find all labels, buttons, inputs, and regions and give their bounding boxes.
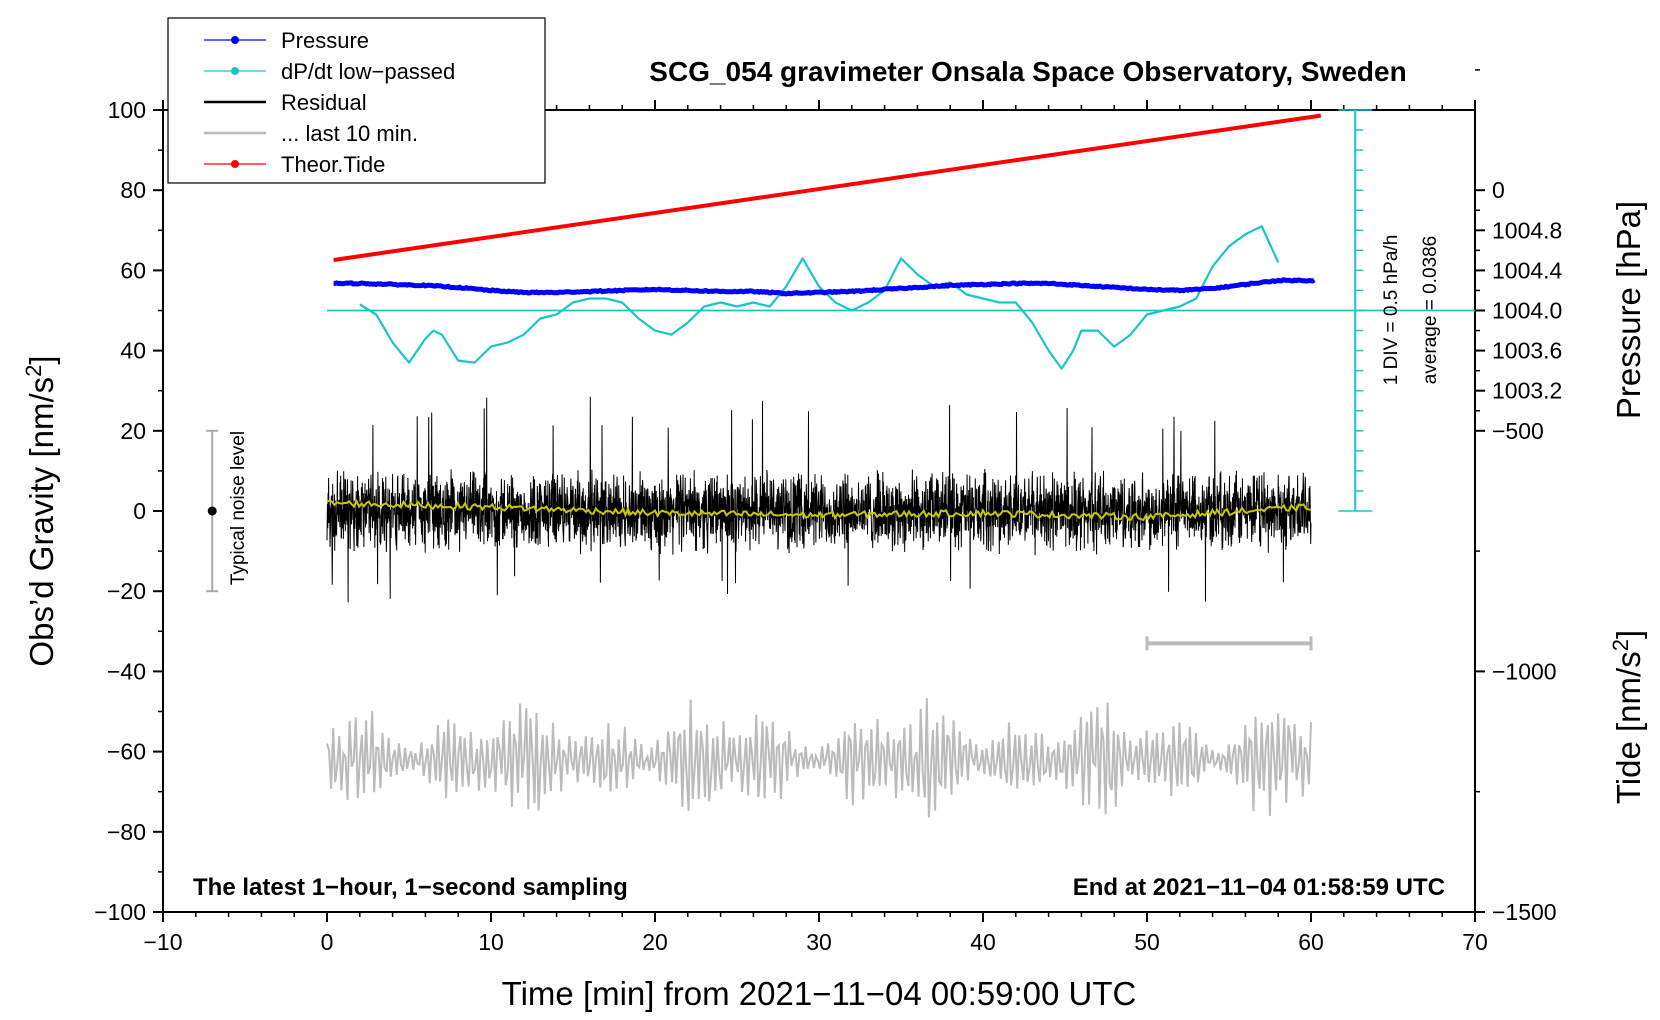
y-axis-ticks: 100 80 60 40 20 0 −20 −40 −60 −80 −100 <box>94 97 163 925</box>
legend-label: ... last 10 min. <box>281 121 418 146</box>
y-tick-label: −40 <box>107 658 146 684</box>
x-tick-label: 60 <box>1298 929 1324 955</box>
tide-tick-label: 0 <box>1492 177 1505 203</box>
y-tick-label: 60 <box>120 257 146 283</box>
noise-label: Typical noise level <box>228 431 249 585</box>
x-tick-label: 70 <box>1462 929 1488 955</box>
x-axis-label: Time [min] from 2021−11−04 00:59:00 UTC <box>502 975 1137 1012</box>
y-tick-label: 20 <box>120 418 146 444</box>
y-tick-label: −100 <box>94 899 146 925</box>
legend-swatch-dot <box>231 67 239 75</box>
sampling-note: The latest 1−hour, 1−second sampling <box>193 874 628 901</box>
legend-label: Pressure <box>281 28 369 53</box>
x-tick-label: 0 <box>321 929 334 955</box>
x-tick-label: 40 <box>970 929 996 955</box>
x-tick-label: −10 <box>143 929 182 955</box>
tide-axis-ticks: 10005000−500−1000−1500 <box>1475 69 1557 925</box>
dpdt-scale-axis <box>327 109 1475 512</box>
pressure-tick-label: 1003.2 <box>1492 378 1562 404</box>
y-tick-label: 80 <box>120 177 146 203</box>
legend-box <box>167 17 546 184</box>
x-tick-label: 30 <box>806 929 832 955</box>
x-tick-label: 20 <box>642 929 668 955</box>
tide-series-line <box>333 113 1322 262</box>
pressure-axis-ticks: 1004.8 1004.4 1004.0 1003.6 1003.2 <box>1475 209 1563 412</box>
pressure-tick-label: 1004.8 <box>1492 217 1562 243</box>
x-tick-label: 50 <box>1134 929 1160 955</box>
legend: Pressure dP/dt low−passed Residual ... last… <box>167 17 546 184</box>
y-tick-label: −80 <box>107 819 146 845</box>
pressure-series-line <box>332 277 1316 297</box>
y-tick-label: 0 <box>133 498 146 524</box>
series-layer <box>326 113 1322 818</box>
legend-swatch-dot <box>231 160 239 168</box>
y-axis-label-gravity: Obs’d Gravity [nm/s2] <box>21 355 60 666</box>
y-axis-label-pressure: Pressure [hPa] <box>1610 201 1647 419</box>
residual-smoothed-line <box>326 498 1312 522</box>
y-axis-label-tide: Tide [nm/s2] <box>1608 630 1647 804</box>
y-tick-label: 40 <box>120 338 146 364</box>
end-time-note: End at 2021−11−04 01:58:59 UTC <box>1073 874 1445 901</box>
legend-label: Theor.Tide <box>281 152 385 177</box>
tide-tick-label: −1000 <box>1492 658 1557 684</box>
pressure-tick-label: 1003.6 <box>1492 338 1562 364</box>
dpdt-scale-label: 1 DIV = 0.5 hPa/h <box>1381 235 1402 386</box>
last10-series-line <box>326 698 1312 818</box>
x-axis-ticks: −10 0 10 20 30 40 50 60 70 <box>143 100 1488 955</box>
legend-swatch-dot <box>231 36 239 44</box>
y-tick-label: −60 <box>107 739 146 765</box>
noise-bar <box>206 429 219 593</box>
pressure-tick-label: 1004.0 <box>1492 298 1562 324</box>
noise-bar-dot <box>207 506 217 516</box>
legend-label: dP/dt low−passed <box>281 59 455 84</box>
y-tick-label: −20 <box>107 578 146 604</box>
tide-tick-label: −1500 <box>1492 899 1557 925</box>
chart-title: SCG_054 gravimeter Onsala Space Observat… <box>649 56 1406 87</box>
y-tick-label: 100 <box>108 97 146 123</box>
residual-series-line <box>326 396 1312 603</box>
legend-label: Residual <box>281 90 367 115</box>
pressure-tick-label: 1004.4 <box>1492 257 1563 283</box>
tide-tick-label: −500 <box>1492 418 1544 444</box>
x-tick-label: 10 <box>478 929 504 955</box>
dpdt-series-line <box>359 225 1280 370</box>
last10-range-bar <box>1145 636 1313 651</box>
dpdt-average-label: average = 0.0386 <box>1420 236 1441 384</box>
